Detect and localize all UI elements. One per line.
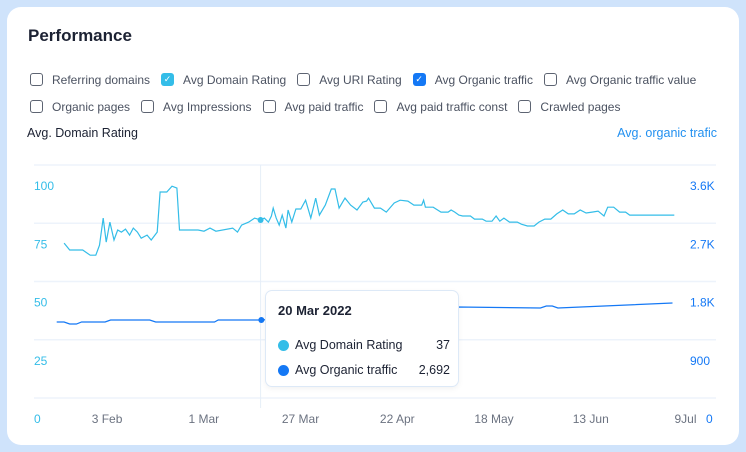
x-tick-label: 1 Mar <box>188 412 219 426</box>
series-line-organic-traffic <box>56 302 673 325</box>
filter-label: Avg Organic traffic <box>434 72 533 87</box>
left-tick-label: 0 <box>34 412 41 426</box>
x-tick-label: 3 Feb <box>92 412 123 426</box>
filter-row: Organic pages Avg Impressions Avg paid tra… <box>30 93 730 120</box>
tooltip-row-organic-traffic: Avg Organic traffic 2,692 <box>278 363 450 377</box>
x-tick-label: 13 Jun <box>573 412 609 426</box>
x-tick-label: 22 Apr <box>380 412 415 426</box>
checkbox-unchecked-icon[interactable] <box>262 100 276 113</box>
hover-point-marker <box>258 317 265 324</box>
series-dot-icon <box>278 339 289 351</box>
checkbox-unchecked-icon[interactable] <box>30 73 43 86</box>
checkbox-unchecked-icon[interactable] <box>543 73 557 86</box>
filter-checkbox-avg-impressions[interactable]: Avg Impressions <box>141 99 252 114</box>
filter-checkbox-avg-uri-rating[interactable]: Avg URI Rating <box>297 72 402 87</box>
checkbox-checked-icon[interactable]: ✓ <box>412 73 426 86</box>
left-tick-label: 75 <box>34 237 48 251</box>
filter-checkbox-organic-pages[interactable]: Organic pages <box>30 100 130 114</box>
right-tick-label: 2.7K <box>690 237 715 251</box>
tooltip-label: Avg Domain Rating <box>295 338 403 352</box>
x-tick-label: 27 Mar <box>282 412 319 426</box>
left-tick-label: 25 <box>34 354 48 368</box>
chart-tooltip: 20 Mar 2022 Avg Domain Rating 37 Avg Org… <box>265 290 459 387</box>
filter-label: Avg URI Rating <box>319 72 402 87</box>
checkbox-unchecked-icon[interactable] <box>374 100 388 113</box>
filter-label: Avg Impressions <box>163 99 252 114</box>
right-tick-label: 0 <box>706 412 713 426</box>
x-tick-label: 18 May <box>474 412 513 426</box>
checkbox-unchecked-icon[interactable] <box>141 100 155 113</box>
card-title: Performance <box>28 26 132 45</box>
right-tick-label: 3.6K <box>690 179 715 193</box>
tooltip-date: 20 Mar 2022 <box>278 303 352 318</box>
checkbox-checked-icon[interactable]: ✓ <box>161 73 175 86</box>
filter-checkbox-avg-organic-traffic[interactable]: ✓ Avg Organic traffic <box>412 72 533 87</box>
right-axis-title: Avg. organic trafic <box>617 126 717 140</box>
filter-checkbox-referring-domains[interactable]: Referring domains <box>30 73 150 87</box>
left-tick-label: 100 <box>34 179 54 193</box>
filter-row: Referring domains ✓ Avg Domain Rating Avg U… <box>30 66 730 93</box>
filter-label: Organic pages <box>52 99 131 114</box>
tooltip-value: 2,692 <box>418 363 450 377</box>
hover-point-marker <box>257 216 264 223</box>
filter-label: Avg Organic traffic value <box>565 72 697 87</box>
series-dot-icon <box>278 364 289 376</box>
x-tick-label: 9Jul <box>674 412 696 426</box>
series-line-domain-rating <box>63 185 675 256</box>
left-axis-title: Avg. Domain Rating <box>27 126 138 140</box>
right-tick-label: 1.8K <box>690 296 715 310</box>
filter-label: Avg paid traffic const <box>396 99 508 114</box>
filter-label: Crawled pages <box>540 99 621 114</box>
filter-checkbox-avg-organic-traffic-value[interactable]: Avg Organic traffic value <box>543 72 697 87</box>
left-tick-label: 50 <box>34 296 48 310</box>
filter-checkbox-avg-paid-traffic[interactable]: Avg paid traffic <box>262 99 364 114</box>
filter-label: Avg paid traffic <box>284 99 364 114</box>
tooltip-row-domain-rating: Avg Domain Rating 37 <box>278 338 450 352</box>
metric-filters: Referring domains ✓ Avg Domain Rating Avg U… <box>30 66 730 120</box>
filter-checkbox-avg-domain-rating[interactable]: ✓ Avg Domain Rating <box>161 73 286 87</box>
filter-label: Avg Domain Rating <box>183 72 287 87</box>
checkbox-unchecked-icon[interactable] <box>30 100 43 113</box>
filter-checkbox-avg-paid-traffic-const[interactable]: Avg paid traffic const <box>374 100 507 114</box>
tooltip-label: Avg Organic traffic <box>295 363 398 377</box>
checkbox-unchecked-icon[interactable] <box>518 100 532 113</box>
tooltip-value: 37 <box>436 338 450 352</box>
filter-label: Referring domains <box>52 72 151 87</box>
right-tick-label: 900 <box>690 354 710 368</box>
checkbox-unchecked-icon[interactable] <box>297 73 311 86</box>
filter-checkbox-crawled-pages[interactable]: Crawled pages <box>518 100 620 114</box>
